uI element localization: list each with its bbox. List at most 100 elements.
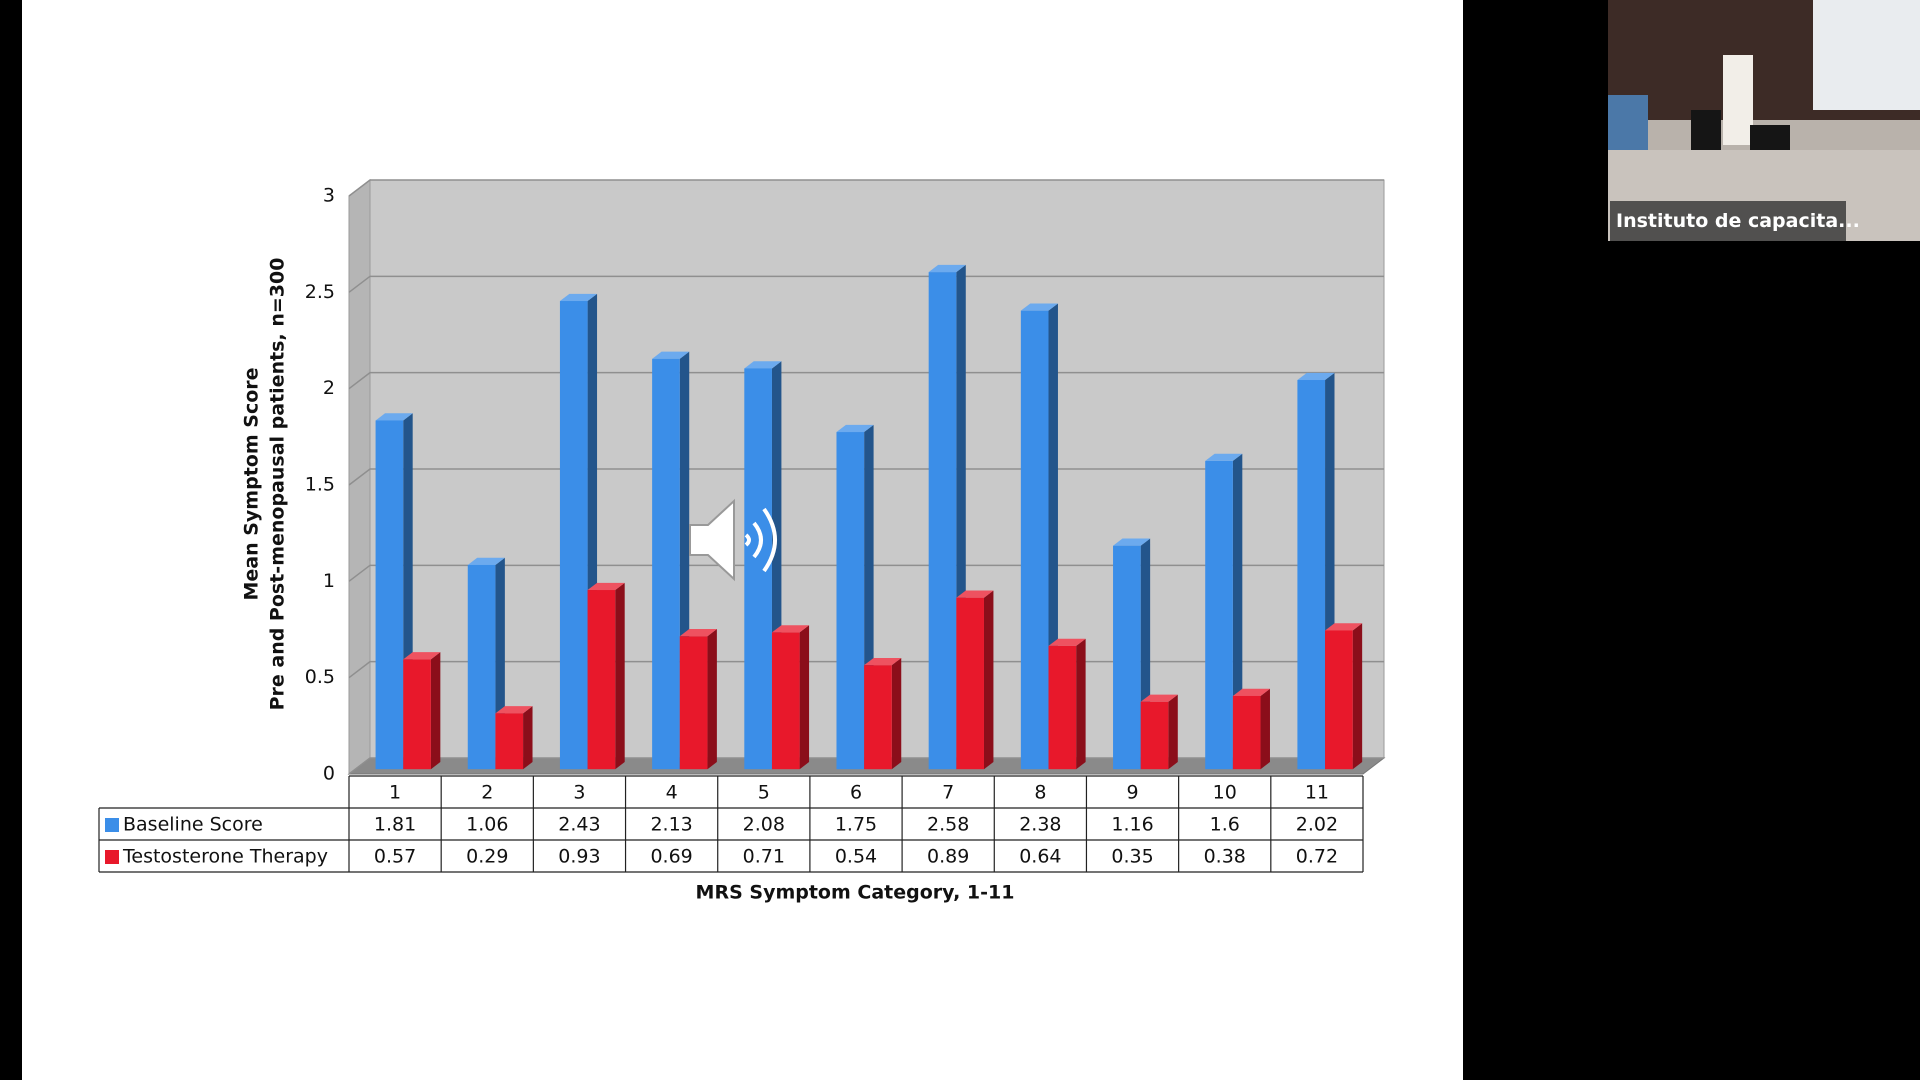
bar-front [1297, 380, 1326, 770]
bar-front [587, 590, 616, 770]
legend-label: Baseline Score [123, 814, 263, 836]
bar [1325, 623, 1363, 770]
table-value: 0.71 [743, 846, 785, 868]
table-value: 0.29 [466, 846, 508, 868]
bar-top [652, 351, 690, 359]
bar-front [1048, 645, 1077, 770]
x-tick-label: 1 [389, 782, 401, 804]
bar-front [928, 272, 957, 770]
bar-side [1076, 638, 1086, 770]
x-tick-label: 5 [758, 782, 770, 804]
bar-front [956, 597, 984, 770]
bar-top [1020, 303, 1058, 311]
y-tick-label: 2 [323, 377, 335, 399]
table-value: 0.54 [835, 846, 877, 868]
bar-side [1352, 623, 1363, 770]
x-axis-title: MRS Symptom Category, 1-11 [696, 882, 1015, 904]
table-value: 0.64 [1019, 846, 1061, 868]
bar-top [928, 264, 966, 273]
bar [587, 582, 625, 770]
bar-front [771, 632, 800, 770]
bar [559, 293, 598, 770]
bar [1048, 638, 1086, 770]
legend-label: Testosterone Therapy [122, 846, 328, 868]
y-tick-label: 0 [323, 763, 335, 785]
bar-side [891, 657, 902, 770]
bar-top [495, 706, 533, 714]
y-tick-label: 1.5 [305, 474, 335, 496]
table-value: 0.35 [1111, 846, 1153, 868]
bar-top [744, 361, 782, 369]
x-tick-label: 6 [850, 782, 862, 804]
table-value: 2.58 [927, 814, 969, 836]
bar [403, 652, 441, 770]
bar [1232, 688, 1270, 770]
bar [652, 351, 690, 770]
x-tick-label: 2 [481, 782, 493, 804]
bar-side [523, 706, 533, 770]
bar [771, 625, 810, 770]
bar [864, 657, 902, 770]
bar-front [1140, 701, 1169, 770]
bar-top [375, 413, 413, 421]
table-value: 0.69 [650, 846, 692, 868]
bar-top [1325, 623, 1363, 631]
table-value: 2.02 [1296, 814, 1338, 836]
bar-front [1325, 630, 1353, 770]
bar-top [1048, 638, 1086, 646]
participant-video[interactable]: Instituto de capacita... [1608, 0, 1920, 241]
bar-top [1232, 688, 1270, 696]
bar-front [403, 659, 431, 770]
grid-line [348, 275, 1384, 293]
bar [1205, 453, 1243, 770]
bar-front [652, 358, 680, 770]
table-value: 2.13 [650, 814, 692, 836]
x-tick-label: 8 [1034, 782, 1046, 804]
legend-swatch [105, 818, 119, 832]
bar-top [403, 652, 441, 660]
video-frame [1608, 0, 1920, 241]
x-tick-label: 11 [1305, 782, 1329, 804]
participant-name: Instituto de capacita... [1610, 201, 1860, 241]
bar-top [559, 293, 598, 302]
table-value: 1.16 [1111, 814, 1153, 836]
bar-top [679, 629, 717, 637]
bar-top [1205, 453, 1243, 461]
legend-swatch [105, 850, 119, 864]
bar-side [430, 652, 441, 770]
bar [679, 629, 717, 770]
bar-side [1232, 453, 1243, 770]
table-value: 1.06 [466, 814, 508, 836]
bar-front [1113, 545, 1141, 770]
bar-front [1020, 310, 1049, 770]
grid-line [348, 179, 1384, 197]
table-value: 2.43 [558, 814, 600, 836]
x-tick-label: 9 [1126, 782, 1138, 804]
bar-side [983, 590, 994, 770]
table-value: 1.81 [374, 814, 416, 836]
table-value: 0.89 [927, 846, 969, 868]
bar-top [587, 582, 625, 591]
table-value: 2.38 [1019, 814, 1061, 836]
table-value: 2.08 [743, 814, 785, 836]
y-axis-title: Pre and Post-menopausal patients, n=300 [267, 258, 289, 711]
bar-top [836, 424, 874, 433]
table-value: 0.38 [1204, 846, 1246, 868]
bar [495, 706, 533, 770]
bar-front [559, 301, 588, 770]
table-value: 1.75 [835, 814, 877, 836]
bar-top [864, 657, 902, 666]
bar-front [375, 420, 404, 770]
table-value: 0.93 [558, 846, 600, 868]
y-tick-label: 2.5 [305, 281, 335, 303]
speaker-icon [689, 498, 777, 582]
bar [1140, 694, 1178, 770]
bar-top [467, 557, 505, 565]
y-tick-label: 0.5 [305, 666, 335, 688]
bar-top [956, 590, 994, 598]
table-value: 0.72 [1296, 846, 1338, 868]
bar-top [1113, 538, 1151, 546]
bar-side [615, 582, 625, 770]
y-axis-title: Mean Symptom Score [241, 367, 263, 600]
